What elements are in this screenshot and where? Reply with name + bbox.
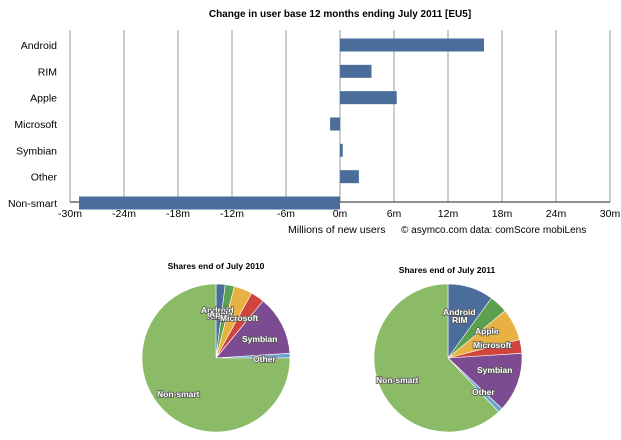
pie-label-android: Android (201, 305, 234, 315)
pie-chart-2010: Shares end of July 2010 AndroidRIMAppleM… (141, 261, 291, 433)
bar-other (340, 170, 359, 184)
category-label-other: Other (31, 172, 58, 184)
bar-chart-category-labels: Android RIM Apple Microsoft Symbian Other Non-… (8, 40, 58, 210)
pie-2010-title: Shares end of July 2010 (168, 261, 265, 271)
category-label-symbian: Symbian (16, 145, 57, 157)
pie-label-microsoft: Microsoft (473, 340, 511, 350)
pie-slice-non-smart (141, 283, 291, 433)
pie-label-android: Android (443, 307, 476, 317)
x-tick-label: -6m (277, 208, 295, 220)
category-label-microsoft: Microsoft (14, 119, 57, 131)
x-tick-label: 12m (438, 208, 459, 220)
pie-label-other: Other (472, 387, 495, 397)
pie-2011-slices (373, 283, 523, 433)
pie-slice-symbian (215, 300, 291, 359)
bar-android (340, 38, 484, 52)
pie-label-non-smart: Non-smart (157, 389, 200, 399)
pie-label-other: Other (253, 354, 276, 364)
x-tick-label: 18m (492, 208, 513, 220)
bar-chart-bars (79, 38, 484, 210)
pie-label-symbian: Symbian (477, 365, 512, 375)
category-label-rim: RIM (38, 66, 57, 78)
bar-microsoft (330, 117, 340, 131)
pie-label-symbian: Symbian (242, 334, 277, 344)
bar-chart-title: Change in user base 12 months ending Jul… (209, 9, 471, 20)
pie-2010-slices (141, 283, 291, 433)
x-tick-label: -24m (112, 208, 136, 220)
x-tick-label: 24m (546, 208, 567, 220)
bar-rim (340, 64, 372, 78)
bar-symbian (340, 143, 343, 157)
pie-label-rim: RIM (452, 315, 468, 325)
pie-2011-title: Shares end of July 2011 (399, 265, 496, 275)
x-tick-label: -18m (166, 208, 190, 220)
pie-slice-symbian (447, 353, 523, 410)
category-label-android: Android (21, 40, 57, 52)
x-tick-label: 6m (387, 208, 402, 220)
pie-label-apple: Apple (209, 309, 233, 319)
x-tick-label: 0m (333, 208, 348, 220)
bar-chart-x-axis-label: Millions of new users (288, 224, 385, 236)
x-tick-label: -30m (58, 208, 82, 220)
category-label-apple: Apple (30, 93, 57, 105)
pie-label-apple: Apple (475, 326, 499, 336)
bar-non-smart (79, 196, 340, 210)
bar-apple (340, 91, 397, 105)
pie-slice-non-smart (373, 283, 500, 433)
user-base-change-bar-chart: Change in user base 12 months ending Jul… (8, 9, 620, 236)
category-label-non-smart: Non-smart (8, 198, 57, 210)
pie-label-rim: RIM (207, 311, 223, 321)
bar-chart-source-note: © asymco.com data: comScore mobiLens (401, 225, 586, 236)
x-tick-label: -12m (220, 208, 244, 220)
pie-label-microsoft: Microsoft (220, 313, 258, 323)
pie-label-non-smart: Non-smart (376, 375, 419, 385)
bar-chart-tick-labels: -30m -24m -18m -12m -6m 0m 6m 12m 18m 24m 30m (58, 208, 620, 220)
x-tick-label: 30m (600, 208, 621, 220)
